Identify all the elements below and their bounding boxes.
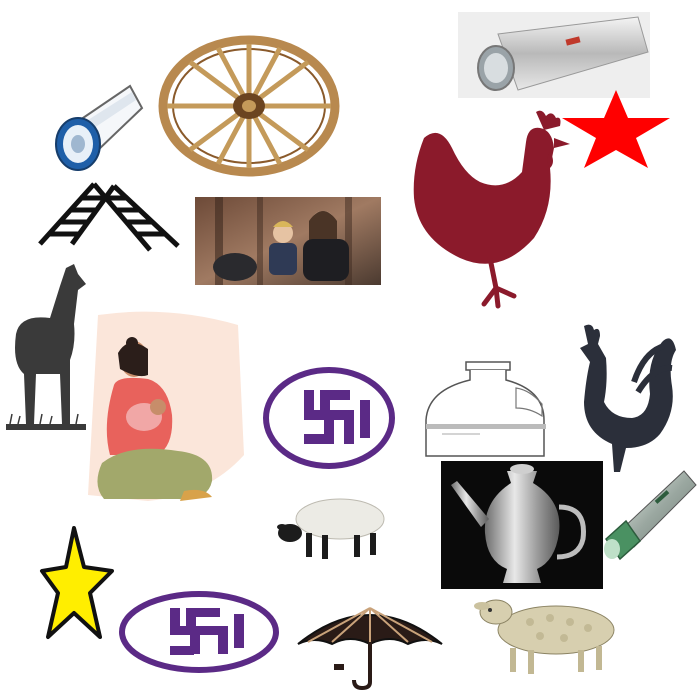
jug-icon <box>441 461 603 589</box>
religious-symbol-icon <box>119 591 279 673</box>
wagon-wheel <box>158 35 340 177</box>
ladder-icon <box>38 182 180 252</box>
lamb <box>276 493 390 563</box>
flashlight-icon <box>458 12 650 98</box>
religious-symbol-icon <box>263 367 395 469</box>
star-icon <box>562 90 670 168</box>
sheep-icon <box>474 599 615 674</box>
jar-icon <box>425 361 546 457</box>
glass-jar <box>420 360 548 460</box>
ladder <box>38 182 183 256</box>
yellow-star <box>40 525 114 643</box>
wheel-icon <box>158 35 340 177</box>
silver-jug <box>441 461 603 589</box>
mother-icon <box>88 311 244 501</box>
hen <box>404 108 584 310</box>
flashlight-icon <box>604 470 697 561</box>
llama <box>6 264 88 440</box>
lamb-icon <box>277 498 385 559</box>
photo-icon <box>195 197 381 285</box>
flashlight-photo <box>458 12 650 98</box>
star-icon <box>40 526 114 639</box>
umbrella-icon <box>297 607 443 691</box>
sheep <box>470 592 620 676</box>
flashlight-icon <box>55 84 144 171</box>
religious-symbol-2 <box>118 590 280 674</box>
flashlight-green <box>600 465 698 563</box>
flashlight-blue <box>52 80 144 174</box>
breastfeeding-mother <box>88 305 244 505</box>
rooster-icon <box>580 324 676 472</box>
religious-symbol-1 <box>262 366 396 470</box>
llama-icon <box>6 264 86 430</box>
hen-icon <box>413 110 570 309</box>
red-star <box>560 88 672 170</box>
rooster <box>574 322 678 472</box>
umbrella <box>296 602 444 691</box>
mother-child-photo <box>195 197 381 285</box>
